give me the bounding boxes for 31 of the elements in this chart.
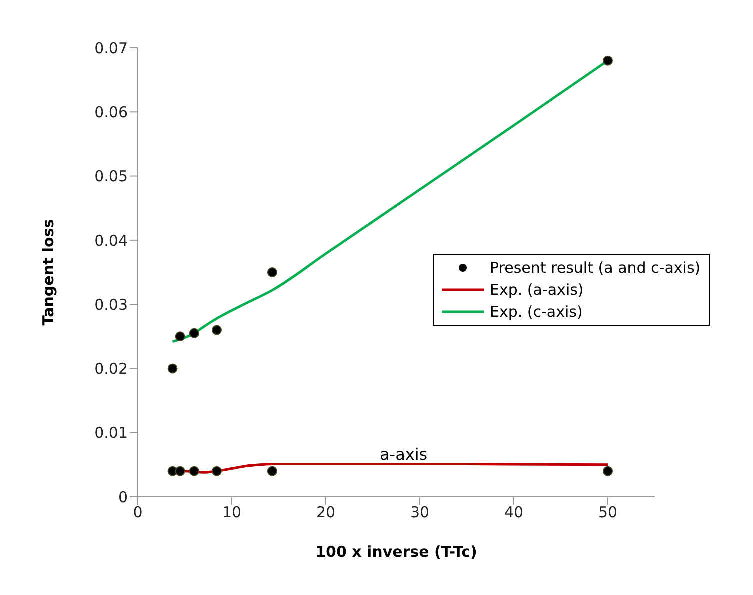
y-tick-label: 0.01 [94,424,128,442]
point [212,325,222,336]
x-tick-label: 30 [410,504,430,522]
x-tick-label: 40 [504,504,524,522]
legend-label: Present result (a and c-axis) [490,258,701,279]
point [603,466,613,476]
point [168,364,178,374]
point [189,466,200,476]
legend-label: Exp. (c-axis) [490,302,583,323]
y-tick-label: 0.06 [94,103,128,122]
annotation: a-axis [380,445,428,464]
point [267,466,278,476]
point [603,56,613,66]
x-tick-label: 10 [222,504,242,522]
point [267,268,278,278]
x-tick-label: 50 [598,504,618,522]
y-tick-label: 0.07 [94,39,128,58]
y-tick-label: 0.03 [94,296,128,314]
y-tick-label: 0.02 [94,360,128,378]
y-axis-title: Tangent loss [39,219,58,326]
x-axis-title: 100 x inverse (T-Tc) [316,543,478,561]
point [189,328,200,338]
point [212,466,222,476]
x-tick-label: 0 [133,504,143,522]
y-tick-label: 0.04 [94,232,128,250]
y-tick-label: 0.05 [94,168,128,186]
x-tick-label: 20 [316,504,336,522]
point [175,466,186,476]
y-tick-label: 0 [118,488,128,506]
legend-label: Exp. (a-axis) [490,280,584,301]
point [175,332,186,342]
